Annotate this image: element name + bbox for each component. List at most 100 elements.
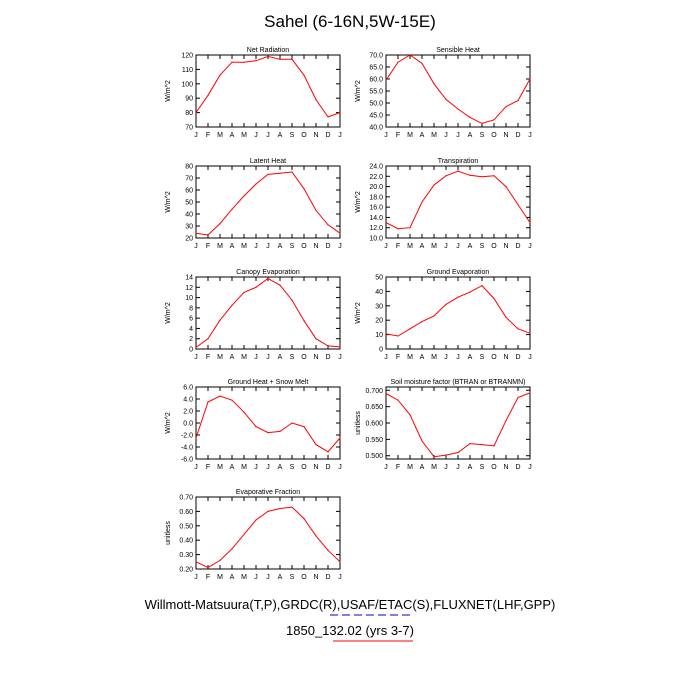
y-tick-label: 60 (185, 188, 193, 195)
data-point (219, 74, 221, 76)
data-point (315, 338, 317, 340)
x-tick-label: J (444, 354, 448, 361)
data-point (195, 112, 197, 114)
x-tick-label: M (431, 132, 437, 139)
x-tick-label: M (217, 574, 223, 581)
x-tick-label: J (528, 132, 532, 139)
x-tick-label: A (468, 243, 473, 250)
y-axis-label: W/m^2 (165, 80, 172, 102)
x-tick-label: J (266, 132, 270, 139)
y-axis-label: W/m^2 (355, 191, 362, 213)
data-point (339, 232, 341, 234)
x-tick-label: J (254, 574, 258, 581)
plot-frame (385, 386, 531, 460)
y-tick-label: 100 (181, 81, 193, 88)
x-tick-label: S (480, 132, 485, 139)
y-tick-label: 0.500 (365, 453, 383, 460)
x-tick-label: A (468, 354, 473, 361)
x-tick-label: A (278, 243, 283, 250)
chart-title: Latent Heat (250, 158, 286, 165)
y-tick-label: 60.0 (369, 77, 383, 84)
y-tick-label: 0.60 (179, 509, 193, 516)
x-tick-label: A (278, 132, 283, 139)
x-tick-label: J (254, 243, 258, 250)
x-tick-label: S (480, 243, 485, 250)
x-tick-label: J (456, 354, 460, 361)
x-tick-label: A (230, 132, 235, 139)
x-tick-label: F (396, 243, 400, 250)
series-line (195, 55, 341, 118)
data-point (231, 548, 233, 550)
data-point (303, 518, 305, 520)
data-point (493, 445, 495, 447)
y-tick-label: 12 (185, 285, 193, 292)
data-point (291, 422, 293, 424)
data-point (255, 519, 257, 521)
x-tick-label: M (217, 132, 223, 139)
x-tick-label: M (431, 464, 437, 471)
chart-panel: Sensible Heat W/m^2 40.0 45.0 50.0 55.0 60.0 65… (355, 47, 532, 139)
x-tick-label: M (431, 354, 437, 361)
data-point (219, 223, 221, 225)
data-point (469, 116, 471, 118)
data-point (421, 62, 423, 64)
x-tick-label: M (241, 574, 247, 581)
y-tick-label: 50 (185, 200, 193, 207)
x-tick-label: F (206, 574, 210, 581)
data-point (195, 232, 197, 234)
y-tick-label: 50 (375, 275, 383, 282)
x-tick-label: M (217, 464, 223, 471)
x-tick-label: J (456, 243, 460, 250)
x-tick-label: J (384, 354, 388, 361)
data-point (195, 437, 197, 439)
chart-title: Soil moisture factor (BTRAN or BTRANMN) (391, 379, 526, 386)
y-axis-label: W/m^2 (165, 191, 172, 213)
x-tick-label: N (503, 464, 508, 471)
data-point (505, 420, 507, 422)
data-point (255, 286, 257, 288)
chart-panel: Soil moisture factor (BTRAN or BTRANMN) u… (355, 379, 532, 471)
data-point (517, 328, 519, 330)
y-tick-label: 40.0 (369, 125, 383, 132)
y-tick-label: 0.50 (179, 523, 193, 530)
x-tick-label: D (515, 243, 520, 250)
plot-frame (385, 54, 531, 128)
data-point (207, 94, 209, 96)
y-tick-label: 0.600 (365, 421, 383, 428)
data-point (303, 188, 305, 190)
x-tick-label: J (338, 574, 342, 581)
x-tick-label: J (528, 243, 532, 250)
data-point (385, 79, 387, 81)
data-point (291, 171, 293, 173)
data-point (457, 451, 459, 454)
x-tick-label: F (396, 464, 400, 471)
data-point (339, 346, 341, 348)
x-tick-label: N (503, 243, 508, 250)
plot-frame (195, 496, 341, 570)
y-tick-label: 8 (189, 305, 193, 312)
x-tick-label: N (503, 132, 508, 139)
y-tick-label: 65.0 (369, 65, 383, 72)
x-tick-label: O (301, 243, 307, 250)
x-tick-label: O (491, 132, 497, 139)
x-tick-label: O (301, 354, 307, 361)
x-tick-label: F (396, 132, 400, 139)
series-line (385, 170, 531, 230)
x-tick-label: O (301, 574, 307, 581)
x-tick-label: N (313, 132, 318, 139)
data-point (409, 227, 411, 229)
x-tick-label: J (384, 243, 388, 250)
x-tick-label: J (254, 464, 258, 471)
data-point (315, 535, 317, 537)
data-point (421, 321, 423, 323)
data-point (243, 195, 245, 197)
x-tick-label: N (313, 464, 318, 471)
data-point (207, 234, 209, 236)
data-point (291, 299, 293, 301)
x-tick-label: A (420, 354, 425, 361)
plot-frame (195, 54, 341, 128)
data-point (303, 426, 305, 428)
data-point (433, 83, 435, 85)
data-point (279, 507, 281, 510)
